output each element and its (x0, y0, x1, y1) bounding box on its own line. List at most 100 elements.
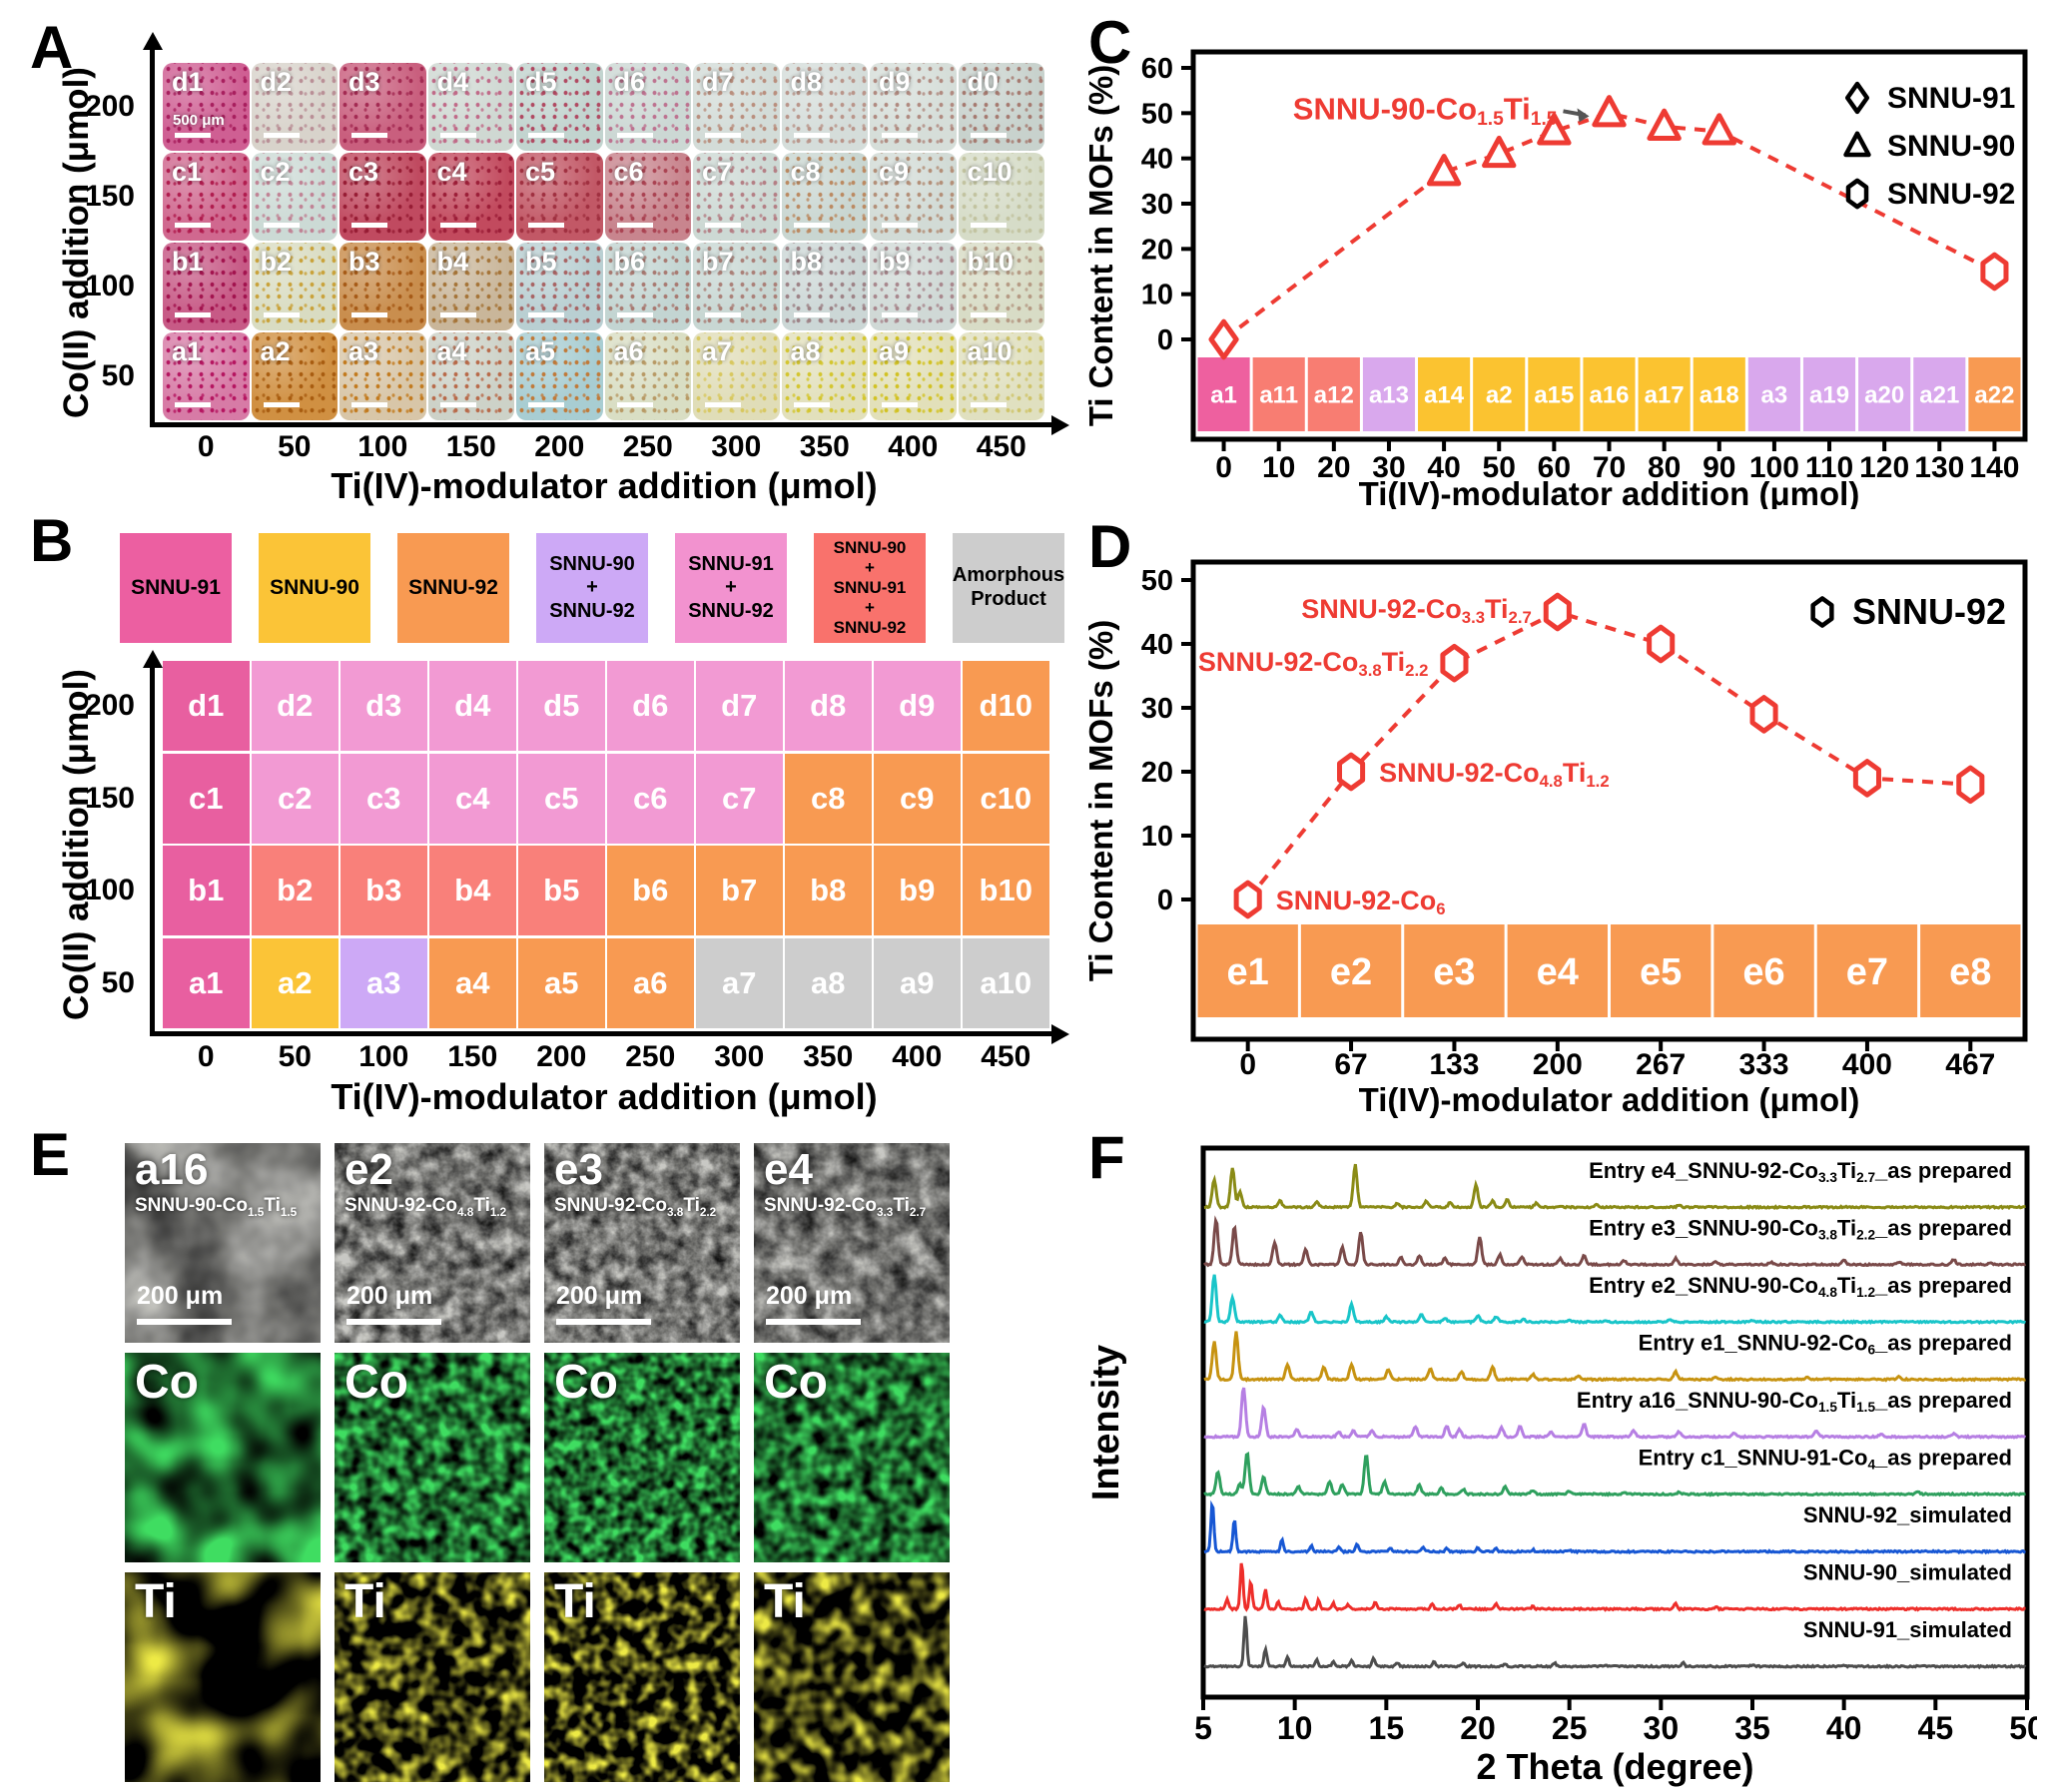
scale-bar (351, 312, 387, 317)
legend-swatch-4: SNNU-90 + SNNU-92 (536, 533, 648, 643)
photo-tile-d0: d0 (958, 63, 1044, 151)
pxrd-trace-6 (1203, 1499, 2026, 1555)
photo-tile-c1: c1 (163, 153, 250, 241)
photo-tile-id: d1 (172, 67, 204, 97)
phase-cell-d2: d2 (252, 661, 339, 751)
x-tick-label: 200 (1533, 1048, 1583, 1081)
photo-tile-d6: d6 (604, 63, 691, 151)
y-tick-label: 100 (84, 874, 135, 906)
panel-c-letter: C (1088, 9, 1132, 76)
phase-cell-a5: a5 (518, 937, 605, 1028)
triangle-marker (1843, 131, 1871, 158)
strip-cell-label: e3 (1433, 951, 1475, 993)
legend-swatch-6: SNNU-90 + SNNU-91 + SNNU-92 (814, 533, 926, 643)
photo-tile-c8: c8 (781, 153, 868, 241)
phase-cell-c10: c10 (963, 753, 1049, 844)
scale-bar (346, 1319, 441, 1325)
photo-tile-id: c2 (260, 157, 291, 187)
scale-bar (616, 312, 653, 317)
strip-cell-e2 (1300, 924, 1402, 1017)
triangle-marker (1426, 154, 1462, 187)
photo-tile-id: b10 (967, 247, 1015, 277)
photo-tile-id: b1 (172, 247, 204, 277)
photo-tile-id: b7 (702, 247, 734, 277)
scale-bar (528, 133, 564, 138)
y-tick-label: 200 (84, 90, 135, 123)
scale-bar (882, 312, 918, 317)
x-tick-label: 100 (357, 430, 408, 463)
x-tick-label: 133 (1429, 1048, 1479, 1081)
strip-cell-e5 (1611, 924, 1711, 1017)
strip-cell-a3 (1747, 357, 1800, 431)
scale-bar (793, 402, 830, 407)
photo-tile-id: a2 (260, 336, 291, 366)
strip-cell-label: a12 (1314, 382, 1354, 409)
scale-bar (793, 312, 830, 317)
legend-swatch-5: SNNU-91 + SNNU-92 (675, 533, 787, 643)
x-tick-label: 450 (976, 430, 1026, 463)
x-tick-label: 67 (1334, 1048, 1367, 1081)
phase-cell-a6: a6 (607, 937, 694, 1028)
scale-bar-label: 200 μm (766, 1282, 853, 1310)
x-tick-label: 50 (2009, 1710, 2037, 1746)
strip-cell-label: a20 (1864, 382, 1904, 409)
phase-cell-b8: b8 (785, 846, 872, 935)
photo-tile-c10: c10 (958, 153, 1044, 241)
sem-label-id: a16 (135, 1145, 209, 1194)
x-tick-label: 80 (1648, 451, 1681, 484)
scale-bar (705, 133, 741, 138)
strip-cell-a12 (1307, 357, 1360, 431)
photo-tile-id: b5 (525, 247, 557, 277)
pxrd-trace-label-5: Entry c1_SNNU-91-Co4_as prepared (1639, 1446, 2012, 1473)
photo-tile-id: a6 (613, 336, 644, 366)
x-tick-label: 20 (1317, 451, 1350, 484)
x-tick-label: 0 (197, 1040, 215, 1073)
photo-tile-id: c6 (613, 157, 644, 187)
x-tick-label: 120 (1859, 451, 1909, 484)
photo-tile-id: d4 (436, 67, 469, 97)
scale-bar (351, 223, 387, 228)
triangle-marker (1592, 95, 1627, 128)
photo-tile-id: a9 (879, 336, 910, 366)
element-label: Co (344, 1356, 408, 1409)
scale-bar (616, 402, 653, 407)
strip-cell-label: a16 (1589, 382, 1629, 409)
x-tick-label: 250 (622, 430, 673, 463)
scale-bar (705, 402, 741, 407)
scale-bar (705, 312, 741, 317)
hexagon-marker (1980, 252, 2009, 292)
x-axis-label: Ti(IV)-modulator addition (μmol) (1359, 475, 1860, 509)
x-tick-label: 50 (1483, 451, 1516, 484)
photo-tile-b3: b3 (340, 243, 426, 330)
x-axis-label: Ti(IV)-modulator addition (μmol) (1359, 1081, 1860, 1118)
pxrd-trace-label-6: SNNU-92_simulated (1803, 1502, 2012, 1527)
photo-tile-d9: d9 (870, 63, 957, 151)
strip-cell-label: e6 (1742, 951, 1784, 993)
x-tick-label: 40 (1427, 451, 1460, 484)
ti-map-a16: Ti (125, 1572, 321, 1782)
scale-bar (528, 402, 564, 407)
x-tick-label: 250 (625, 1040, 676, 1073)
strip-cell-e1 (1197, 924, 1298, 1017)
strip-cell-label: a13 (1369, 382, 1409, 409)
phase-cell-c2: c2 (252, 753, 339, 844)
x-tick-label: 25 (1552, 1710, 1588, 1746)
photo-tile-id: b2 (260, 247, 293, 277)
scale-bar (263, 133, 300, 138)
strip-cell-label: a3 (1761, 382, 1788, 409)
x-tick-label: 50 (278, 1040, 312, 1073)
phase-cell-c4: c4 (429, 753, 516, 844)
hexagon-marker (1233, 880, 1262, 919)
photo-tile-b1: b1 (163, 243, 250, 330)
x-tick-label: 350 (799, 430, 850, 463)
photo-tile-a7: a7 (693, 332, 780, 420)
x-tick-label: 15 (1369, 1710, 1405, 1746)
x-tick-label: 130 (1914, 451, 1964, 484)
photo-tile-id: d3 (348, 67, 380, 97)
strip-cell-label: e2 (1330, 951, 1372, 993)
x-tick-label: 10 (1262, 451, 1295, 484)
photo-tile-id: a8 (790, 336, 821, 366)
panel-a-x-axis-label: Ti(IV)-modulator addition (μmol) (331, 465, 878, 506)
photo-tile-id: c1 (172, 157, 203, 187)
x-tick-label: 150 (447, 1040, 498, 1073)
